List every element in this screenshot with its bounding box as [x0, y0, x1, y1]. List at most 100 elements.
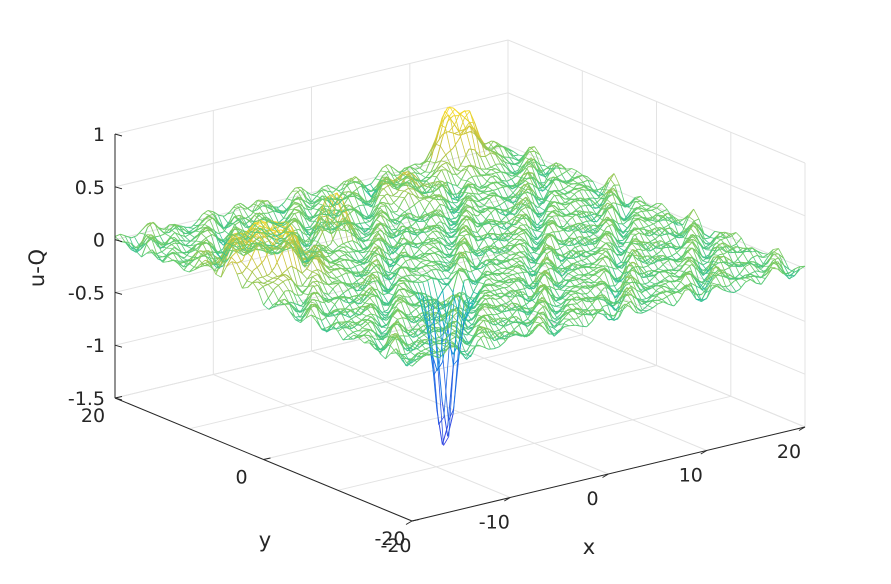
surface-edge: [344, 287, 351, 293]
surface-edge: [367, 242, 375, 253]
surface-edge: [644, 224, 651, 228]
surface-edge: [382, 164, 389, 169]
surface-edge: [560, 288, 567, 297]
surface-edge: [343, 194, 350, 199]
surface-edge: [579, 226, 586, 231]
surface-edge: [519, 232, 526, 235]
surface-edge: [391, 198, 398, 205]
surface-edge: [349, 301, 356, 306]
surface-edge: [384, 251, 391, 256]
surface-edge: [361, 266, 369, 276]
surface-edge: [518, 260, 525, 265]
surface-edge: [676, 230, 684, 237]
surface-edge: [601, 209, 608, 222]
surface-edge: [295, 315, 301, 318]
surface-edge: [526, 197, 533, 207]
surface-edge: [490, 163, 497, 168]
surface-edge: [517, 291, 524, 294]
surface-edge: [274, 283, 281, 289]
surface-edge: [257, 290, 264, 306]
surface-edge: [281, 252, 288, 270]
surface-edge: [655, 203, 663, 209]
surface-edge: [488, 315, 496, 321]
surface-edge: [510, 326, 517, 334]
surface-edge: [387, 299, 394, 311]
surface-edge: [321, 315, 328, 321]
surface-edge: [377, 271, 384, 277]
surface-edge: [251, 271, 258, 279]
surface-edge: [410, 351, 416, 357]
surface-edge: [391, 211, 398, 213]
surface-edge: [158, 233, 164, 237]
surface-edge: [499, 324, 506, 331]
surface-edge: [114, 233, 121, 237]
surface-edge: [547, 220, 554, 223]
surface-edge: [484, 183, 491, 192]
surface-edge: [190, 236, 196, 242]
surface-edge: [236, 245, 243, 248]
surface-edge: [195, 240, 202, 243]
surface-edge: [298, 305, 305, 307]
surface-edge: [430, 136, 438, 159]
surface-edge: [527, 171, 534, 181]
surface-edge: [362, 247, 369, 254]
surface-edge: [501, 279, 508, 286]
surface-edge: [225, 256, 233, 268]
surface-edge: [184, 251, 191, 259]
surface-edge: [565, 294, 572, 300]
surface-edge: [580, 211, 587, 215]
surface-edge: [658, 285, 664, 290]
surface-edge: [461, 199, 468, 209]
surface-edge: [381, 309, 388, 314]
surface-edge: [389, 245, 396, 249]
surface-edge: [262, 282, 269, 285]
surface-edge: [389, 247, 396, 256]
surface-edge: [485, 152, 492, 157]
surface-edge: [589, 247, 596, 252]
surface-edge: [336, 193, 343, 199]
surface-edge: [621, 248, 628, 262]
surface-edge: [337, 331, 344, 341]
surface-edge: [412, 214, 419, 219]
surface-edge: [517, 288, 524, 291]
surface-edge: [641, 284, 648, 290]
surface-edge: [237, 247, 244, 252]
surface-edge: [373, 237, 380, 244]
surface-edge: [527, 309, 534, 320]
surface-edge: [202, 210, 209, 215]
surface-edge: [493, 238, 499, 241]
surface-edge: [406, 360, 413, 367]
surface-edge: [622, 230, 629, 238]
surface-edge: [172, 253, 178, 255]
surface-edge: [371, 175, 378, 184]
surface-edge: [409, 163, 416, 167]
surface-edge: [484, 176, 491, 185]
surface-edge: [559, 306, 567, 316]
surface-edge: [135, 251, 142, 258]
surface-edge: [376, 167, 383, 177]
surface-edge: [355, 316, 362, 321]
surface-edge: [360, 276, 368, 285]
surface-edge: [635, 312, 642, 314]
surface-edge: [272, 281, 279, 286]
surface-edge: [334, 267, 341, 270]
surface-edge: [519, 256, 525, 259]
surface-edge: [511, 187, 518, 196]
surface-edge: [184, 240, 191, 247]
surface-edge: [360, 313, 367, 317]
surface-edge: [536, 218, 544, 226]
surface-edge: [580, 197, 587, 204]
surface-edge: [463, 110, 470, 112]
surface-edge: [528, 166, 534, 168]
surface-edge: [266, 254, 273, 272]
surface-edge: [664, 258, 671, 264]
surface-edge: [585, 220, 592, 222]
surface-edge: [512, 169, 519, 174]
surface-edge: [719, 253, 725, 256]
surface-edge: [136, 229, 143, 237]
surface-edge: [256, 200, 263, 209]
surface-edge: [525, 224, 532, 230]
surface-edge: [563, 219, 570, 227]
surface-edge: [241, 273, 248, 282]
surface-edge: [364, 339, 370, 344]
